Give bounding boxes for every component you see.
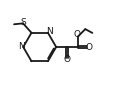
Text: N: N — [18, 42, 25, 51]
Text: O: O — [63, 55, 70, 64]
Text: S: S — [20, 18, 26, 27]
Text: O: O — [86, 42, 93, 52]
Text: N: N — [47, 27, 53, 36]
Text: O: O — [74, 30, 81, 39]
